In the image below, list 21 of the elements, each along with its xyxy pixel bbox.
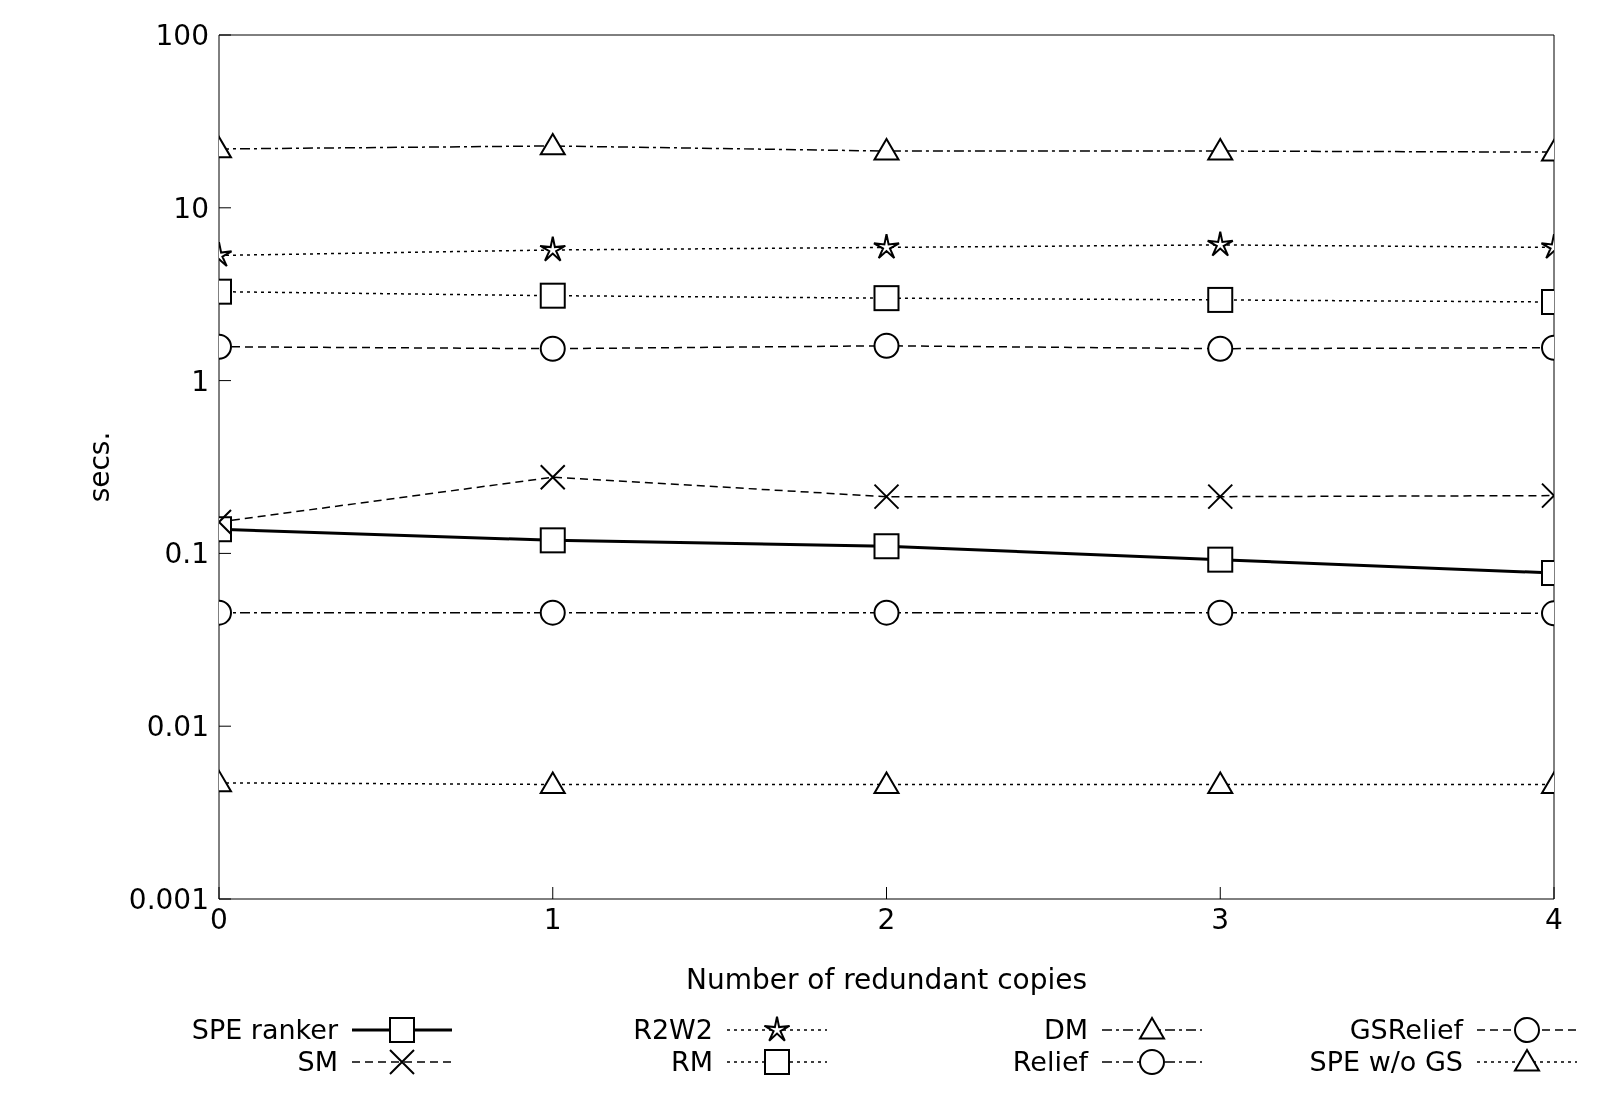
- x-tick-label: 4: [1545, 902, 1563, 936]
- legend-label: RM: [670, 1046, 713, 1078]
- legend-label: SPE ranker: [191, 1014, 339, 1046]
- x-tick-label: 0: [210, 902, 228, 936]
- x-tick-label: 3: [1211, 902, 1230, 936]
- y-axis-title: secs.: [82, 431, 116, 503]
- y-tick-label: 100: [155, 18, 209, 52]
- y-tick-label: 0.01: [146, 710, 209, 744]
- legend-label: SM: [297, 1046, 338, 1078]
- y-tick-label: 0.1: [164, 537, 209, 571]
- x-tick-label: 2: [877, 902, 896, 936]
- y-tick-label: 1: [191, 364, 209, 398]
- y-tick-label: 10: [173, 191, 209, 225]
- legend-label: R2W2: [633, 1014, 713, 1046]
- legend-label: SPE w/o GS: [1309, 1046, 1463, 1078]
- y-tick-label: 0.001: [128, 882, 209, 916]
- legend-label: GSRelief: [1349, 1014, 1465, 1046]
- legend-label: DM: [1043, 1014, 1088, 1046]
- x-tick-label: 1: [543, 902, 562, 936]
- legend-label: Relief: [1012, 1046, 1090, 1078]
- x-axis-title: Number of redundant copies: [685, 963, 1088, 996]
